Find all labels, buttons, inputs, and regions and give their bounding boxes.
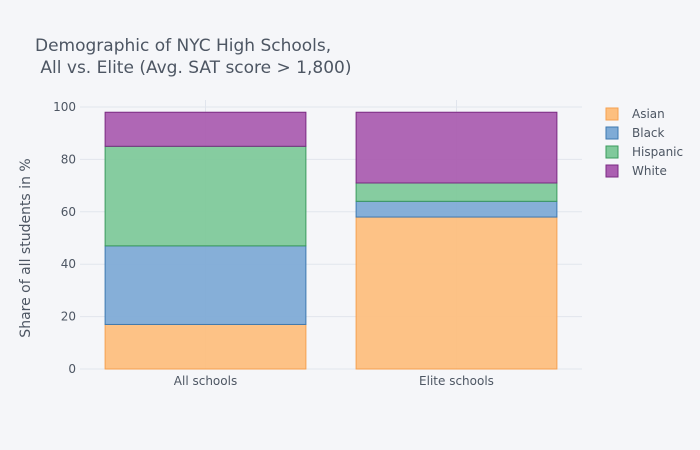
bar-black-0[interactable] xyxy=(104,245,307,325)
legend-swatch xyxy=(605,107,619,121)
bar-hispanic-0[interactable] xyxy=(104,145,307,247)
legend-label: White xyxy=(632,164,667,178)
legend-label: Black xyxy=(632,126,665,140)
y-tick-label: 20 xyxy=(61,310,76,324)
bar-asian-0[interactable] xyxy=(104,323,307,370)
legend-item-black[interactable]: Black xyxy=(605,126,665,140)
legend-label: Asian xyxy=(632,107,665,121)
y-axis-title: Share of all students in % xyxy=(18,158,34,337)
y-tick-label: 40 xyxy=(61,257,76,271)
y-tick-label: 80 xyxy=(61,152,76,166)
legend-item-hispanic[interactable]: Hispanic xyxy=(605,145,683,159)
x-tick-label: All schools xyxy=(174,374,237,388)
legend-swatch xyxy=(605,126,619,140)
chart-subtitle: All vs. Elite (Avg. SAT score > 1,800) xyxy=(35,58,351,78)
bar-white-1[interactable] xyxy=(355,111,558,184)
legend[interactable]: Asian Black Hispanic White xyxy=(605,107,683,178)
bar-hispanic-1[interactable] xyxy=(355,182,558,202)
bar-white-0[interactable] xyxy=(104,111,307,147)
bar-black-1[interactable] xyxy=(355,200,558,218)
x-tick-label: Elite schools xyxy=(419,374,494,388)
y-tick-label: 100 xyxy=(53,100,76,114)
y-tick-labels: 0 20 40 60 80 100 xyxy=(53,100,76,376)
legend-swatch xyxy=(605,164,619,178)
legend-label: Hispanic xyxy=(632,145,683,159)
chart-title: Demographic of NYC High Schools, xyxy=(35,36,331,56)
y-tick-label: 0 xyxy=(68,362,76,376)
legend-item-asian[interactable]: Asian xyxy=(605,107,665,121)
bar-asian-1[interactable] xyxy=(355,216,558,370)
legend-swatch xyxy=(605,145,619,159)
bars-layer xyxy=(104,111,558,370)
legend-item-white[interactable]: White xyxy=(605,164,667,178)
y-tick-label: 60 xyxy=(61,205,76,219)
x-tick-labels: All schools Elite schools xyxy=(174,374,494,388)
